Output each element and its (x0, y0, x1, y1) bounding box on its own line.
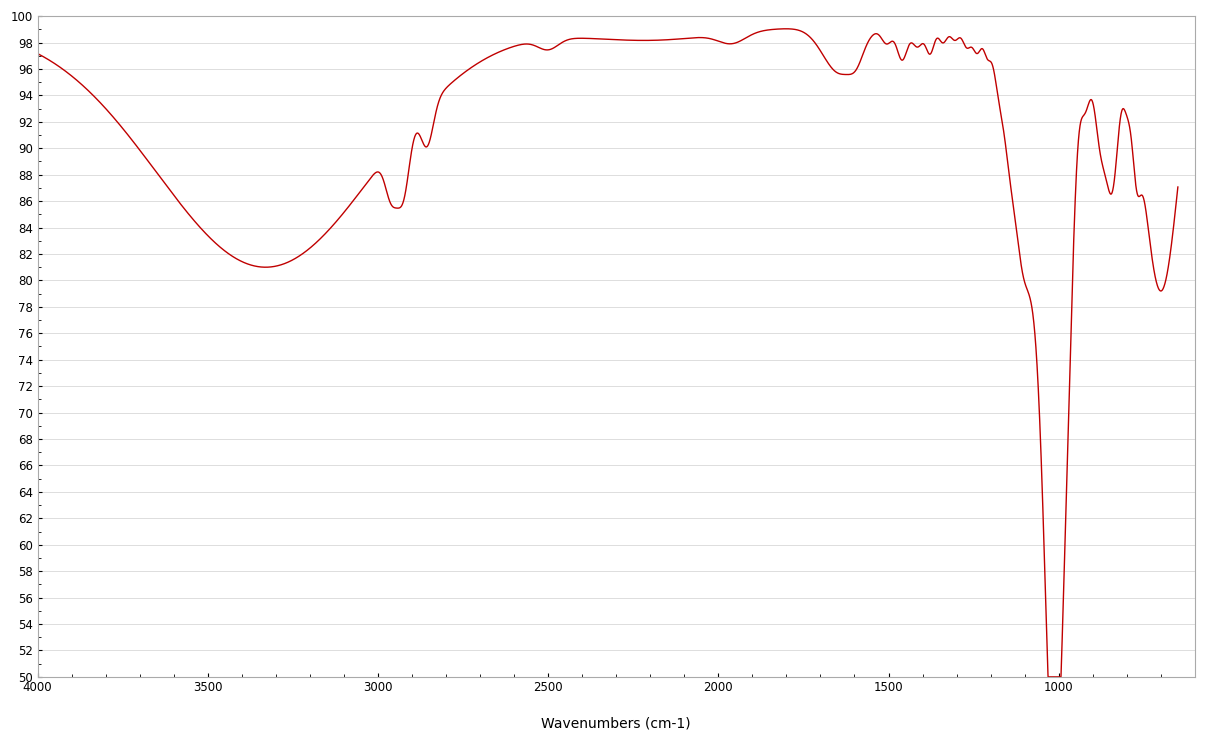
X-axis label: Wavenumbers (cm-1): Wavenumbers (cm-1) (541, 717, 691, 731)
